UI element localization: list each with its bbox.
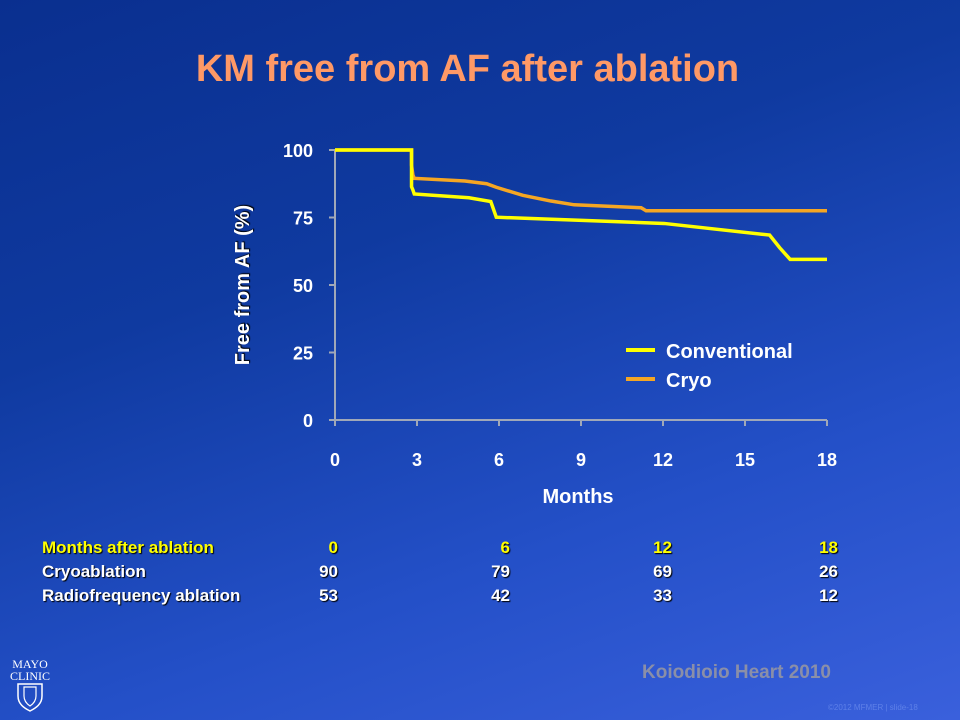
x-tick-label: 0 <box>330 450 340 470</box>
series-line-cryo <box>335 148 827 213</box>
axes: 0 3 6 9 12 15 18 0 25 50 75 100 <box>283 141 837 470</box>
cell: 26 <box>819 562 838 581</box>
copyright: ©2012 MFMER | slide-18 <box>828 703 918 712</box>
y-tick-label: 0 <box>303 411 313 431</box>
cell: 90 <box>319 562 338 581</box>
cell: 12 <box>819 586 838 605</box>
shield-icon <box>17 683 43 712</box>
x-tick-label: 18 <box>817 450 837 470</box>
series-lines <box>335 148 827 262</box>
y-tick-label: 25 <box>293 344 313 364</box>
cell: 79 <box>491 562 510 581</box>
cell: 69 <box>653 562 672 581</box>
cell: 53 <box>319 586 338 605</box>
x-tick-label: 12 <box>653 450 673 470</box>
x-tick-label: 15 <box>735 450 755 470</box>
header-value: 0 <box>328 538 338 557</box>
cell: 33 <box>653 586 672 605</box>
x-axis-label: Months <box>542 486 613 508</box>
legend-label: Conventional <box>666 341 793 363</box>
header-value: 18 <box>819 538 838 557</box>
x-tick-label: 3 <box>412 450 422 470</box>
cell: 42 <box>491 586 510 605</box>
legend: Conventional Cryo <box>626 341 793 392</box>
y-tick-label: 100 <box>283 141 313 161</box>
slide-title: KM free from AF after ablation <box>195 48 740 90</box>
citation: Koiodioio Heart 2010 <box>642 662 831 683</box>
y-tick-label: 50 <box>293 276 313 296</box>
x-tick-label: 9 <box>576 450 586 470</box>
series-line-conventional <box>335 148 827 262</box>
header-value: 12 <box>653 538 672 557</box>
y-axis-label: Free from AF (%) <box>232 205 254 365</box>
header-value: 6 <box>500 538 510 557</box>
x-tick-label: 6 <box>494 450 504 470</box>
row-label: Radiofrequency ablation <box>42 586 241 605</box>
y-tick-label: 75 <box>293 209 313 229</box>
row-label: Cryoablation <box>42 562 146 581</box>
legend-label: Cryo <box>666 370 712 392</box>
mayo-clinic-logo: MAYO CLINIC <box>10 658 50 714</box>
header-label: Months after ablation <box>42 538 214 557</box>
